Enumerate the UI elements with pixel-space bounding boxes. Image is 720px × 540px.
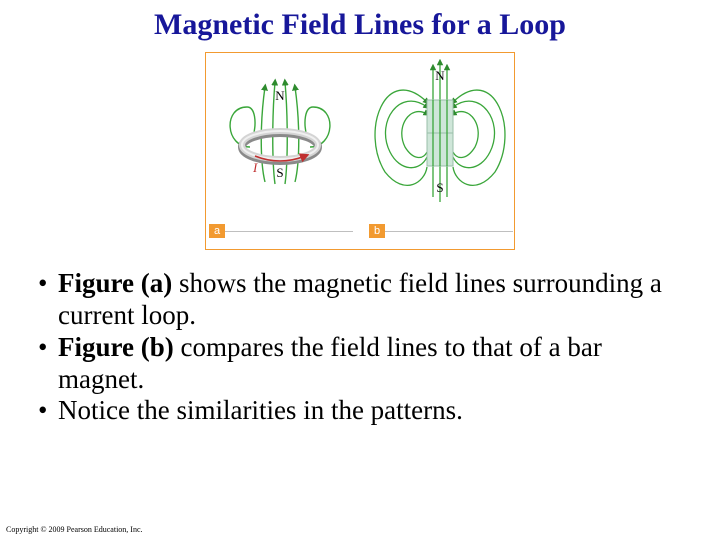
panel-label-row-a: a — [209, 224, 353, 238]
panel-b-N: N — [435, 68, 445, 83]
panel-b-S: S — [436, 180, 443, 195]
diagram-panel-a: N S I — [205, 52, 355, 212]
bullet-list: Figure (a) shows the magnetic field line… — [0, 250, 720, 427]
title-text: Magnetic Field Lines for a Loop — [154, 8, 566, 41]
panel-a-rule — [225, 231, 353, 232]
bullet-item: Figure (b) compares the field lines to t… — [36, 332, 684, 396]
panel-b-label: b — [369, 224, 385, 238]
panel-label-row-b: b — [369, 224, 513, 238]
bullet-bold: Figure (a) — [58, 268, 172, 298]
panel-a-S: S — [276, 165, 283, 180]
panel-a-I: I — [252, 160, 258, 175]
panel-a-label: a — [209, 224, 225, 238]
figure-container: N S I — [205, 52, 515, 250]
bullet-item: Figure (a) shows the magnetic field line… — [36, 268, 684, 332]
bar-magnet-svg: N S — [365, 52, 515, 212]
bullet-text: Notice the similarities in the patterns. — [58, 395, 463, 425]
panel-a-N: N — [275, 88, 285, 103]
panel-b-rule — [385, 231, 513, 232]
bullet-bold: Figure (b) — [58, 332, 174, 362]
loop-field-svg: N S I — [205, 52, 355, 212]
slide-title: Magnetic Field Lines for a Loop — [0, 0, 720, 42]
diagram-panel-b: N S — [365, 52, 515, 212]
bullet-item: Notice the similarities in the patterns. — [36, 395, 684, 427]
copyright-text: Copyright © 2009 Pearson Education, Inc. — [6, 525, 143, 534]
